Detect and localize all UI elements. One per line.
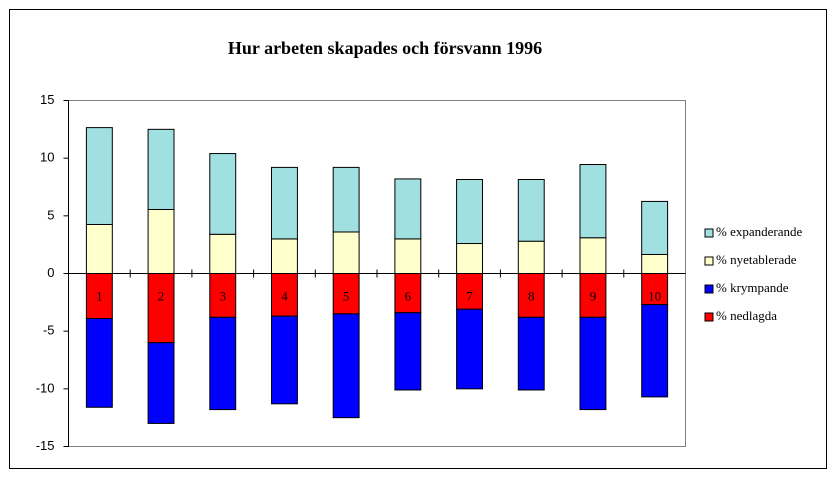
bar-segment — [147, 273, 175, 344]
bar-segment — [147, 128, 175, 210]
bar-segment — [456, 308, 484, 390]
legend-label: % nyetablerade — [716, 252, 797, 267]
y-tick-label: -15 — [36, 438, 55, 453]
bar-segment — [579, 316, 607, 411]
bar-segment — [209, 153, 237, 235]
bar-segment — [579, 237, 607, 275]
bar-segment — [147, 208, 175, 275]
bar-segment — [332, 166, 360, 233]
bar-segment — [579, 273, 607, 318]
x-tick-label: 2 — [158, 288, 165, 303]
bar-segment — [270, 238, 298, 274]
legend-swatch — [704, 228, 714, 238]
legend-swatch — [704, 284, 714, 294]
legend-swatch — [704, 256, 714, 266]
y-tick-label: 10 — [40, 150, 54, 165]
x-tick-label: 10 — [648, 288, 661, 303]
legend-label: % krympande — [716, 280, 789, 295]
y-tick-label: -5 — [43, 323, 55, 338]
bar-segment — [517, 179, 545, 242]
bar-segment — [394, 178, 422, 240]
bar-segment — [641, 253, 669, 275]
legend-swatch — [704, 312, 714, 322]
x-tick-label: 9 — [590, 288, 597, 303]
y-tick-label: -10 — [36, 380, 55, 395]
bar-segment — [456, 273, 484, 310]
bar-segment — [517, 240, 545, 274]
bar-segment — [209, 233, 237, 274]
bar-segment — [332, 231, 360, 274]
bar-segment — [641, 200, 669, 255]
y-tick-label: 15 — [40, 92, 54, 107]
chart-title: Hur arbeten skapades och försvann 1996 — [228, 38, 542, 58]
bar-segment — [456, 243, 484, 275]
bar-segment — [85, 223, 113, 275]
bar-segment — [641, 304, 669, 398]
y-tick-label: 5 — [47, 207, 54, 222]
legend-label: % expanderande — [716, 224, 802, 239]
x-tick-label: 8 — [528, 288, 535, 303]
bar-segment — [456, 179, 484, 245]
y-tick-label: 0 — [47, 265, 54, 280]
bar-segment — [332, 313, 360, 419]
x-tick-label: 1 — [96, 288, 103, 303]
x-tick-label: 6 — [405, 288, 412, 303]
bar-segment — [85, 127, 113, 225]
bar-segment — [209, 316, 237, 411]
x-tick-label: 5 — [343, 288, 350, 303]
x-tick-label: 7 — [466, 288, 473, 303]
bar-segment — [85, 273, 113, 319]
bar-segment — [517, 316, 545, 391]
bar-segment — [85, 317, 113, 408]
bar-segment — [270, 166, 298, 240]
x-tick-label: 3 — [220, 288, 227, 303]
bar-segment — [579, 164, 607, 239]
legend-label: % nedlagda — [716, 308, 777, 323]
bar-segment — [394, 312, 422, 391]
bar-segment — [270, 315, 298, 405]
bar-segment — [394, 238, 422, 274]
bar-segment — [147, 342, 175, 424]
x-tick-label: 4 — [281, 288, 288, 303]
